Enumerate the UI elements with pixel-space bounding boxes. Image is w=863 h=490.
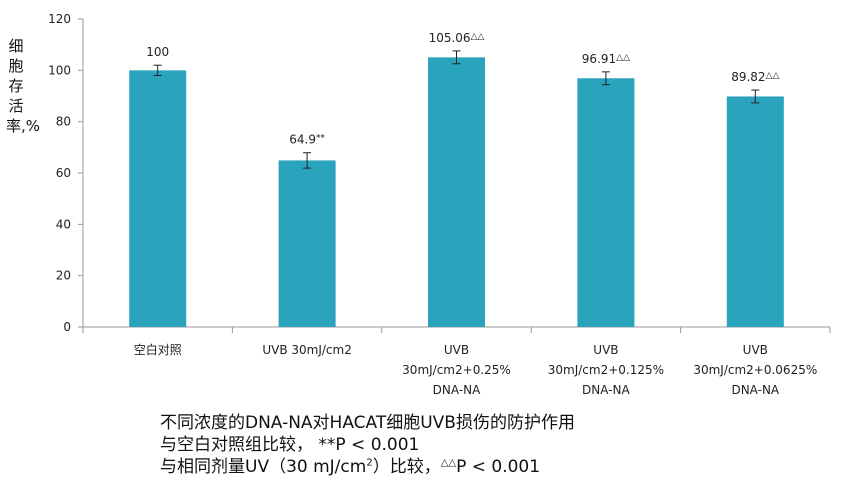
bar-chart: 0 20 40 60 80 100 120 100 空白对照 64.9** UVB 30mJ/cm2…: [48, 12, 831, 397]
caption-line-3: 与相同剂量UV（30 mJ/cm2）比较，△△P < 0.001: [160, 456, 575, 478]
caption-line-1: 不同浓度的DNA-NA对HACAT细胞UVB损伤的防护作用: [160, 413, 575, 433]
y-tick-label: 0: [63, 320, 71, 334]
y-tick-label: 60: [56, 166, 71, 180]
caption-triangle-mark: △△: [440, 457, 457, 469]
x-tick-label: 30mJ/cm2+0.0625%: [693, 363, 817, 377]
caption-line-3-prefix: 与相同剂量UV（30 mJ/cm: [160, 457, 367, 477]
bar: [428, 57, 485, 327]
bar: [278, 160, 336, 327]
y-tick-label: 120: [48, 12, 71, 26]
data-label: 89.82△△: [731, 70, 779, 84]
bar: [726, 96, 784, 327]
data-label: 100: [146, 45, 169, 59]
x-tick-label: UVB 30mJ/cm2: [262, 343, 352, 357]
x-tick-label: 30mJ/cm2+0.125%: [548, 363, 664, 377]
y-tick-label: 100: [48, 63, 71, 77]
caption-superscript: 2: [366, 457, 373, 469]
significance-mark: △△: [471, 32, 485, 42]
significance-mark: **: [316, 134, 326, 144]
bar: [577, 78, 635, 327]
y-tick-label: 80: [56, 115, 71, 129]
x-tick-label: 空白对照: [134, 342, 182, 357]
y-tick-label: 20: [56, 269, 71, 283]
caption-line-2: 与空白对照组比较， **P < 0.001: [160, 435, 420, 455]
x-tick-label: UVB: [444, 343, 469, 357]
x-tick-label: UVB: [593, 343, 618, 357]
x-tick-label: DNA-NA: [433, 383, 481, 397]
y-tick-label: 40: [56, 217, 71, 231]
x-tick-label: DNA-NA: [731, 383, 779, 397]
caption-line-3-middle: ）比较，: [372, 457, 441, 477]
significance-mark: △△: [766, 71, 780, 81]
data-label: 96.91△△: [582, 52, 630, 66]
y-axis-label: 细胞存活率,%: [6, 37, 41, 135]
data-label: 105.06△△: [429, 31, 485, 45]
x-tick-label: 30mJ/cm2+0.25%: [402, 363, 511, 377]
caption-line-3-suffix: P < 0.001: [456, 457, 541, 477]
x-tick-label: DNA-NA: [582, 383, 630, 397]
bar: [129, 70, 187, 327]
x-tick-label: UVB: [743, 343, 768, 357]
significance-mark: △△: [616, 53, 630, 63]
figure-caption: 不同浓度的DNA-NA对HACAT细胞UVB损伤的防护作用 与空白对照组比较， …: [160, 412, 575, 478]
data-label: 64.9**: [289, 133, 325, 147]
